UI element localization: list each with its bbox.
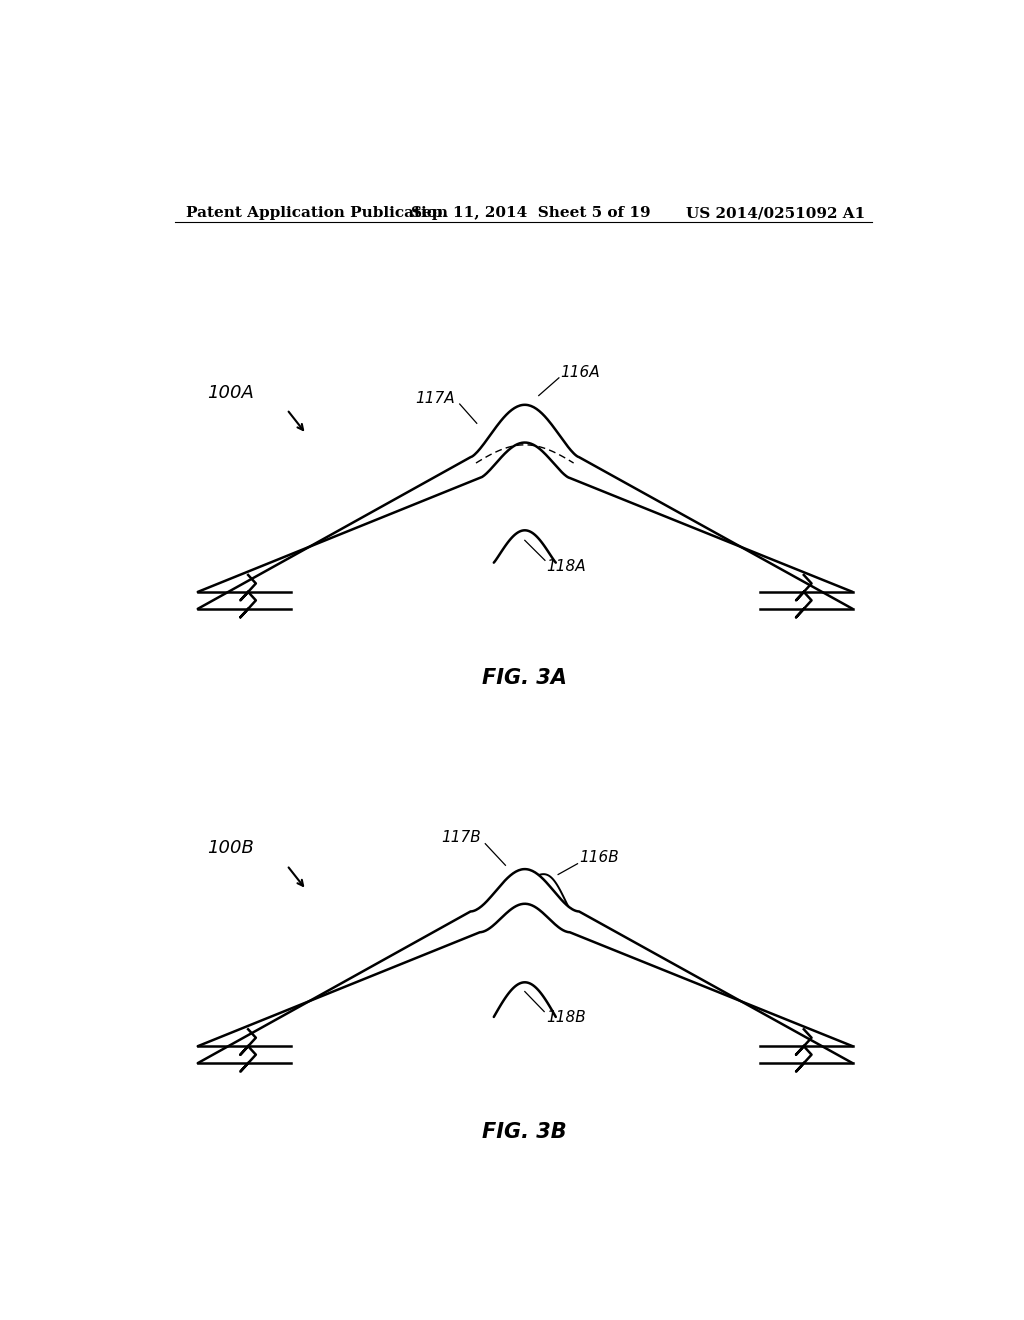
Text: 118B: 118B [547,1010,587,1026]
Text: FIG. 3A: FIG. 3A [482,668,567,688]
Text: 118A: 118A [547,558,586,574]
Text: 116A: 116A [560,364,600,380]
Text: Sep. 11, 2014  Sheet 5 of 19: Sep. 11, 2014 Sheet 5 of 19 [411,206,650,220]
Text: Patent Application Publication: Patent Application Publication [186,206,449,220]
Text: US 2014/0251092 A1: US 2014/0251092 A1 [686,206,865,220]
Text: 100A: 100A [207,384,254,403]
Text: 100B: 100B [207,838,254,857]
Text: 116B: 116B [579,850,618,865]
Text: 117B: 117B [441,830,480,845]
Text: FIG. 3B: FIG. 3B [482,1122,567,1142]
Text: 117A: 117A [416,391,455,407]
